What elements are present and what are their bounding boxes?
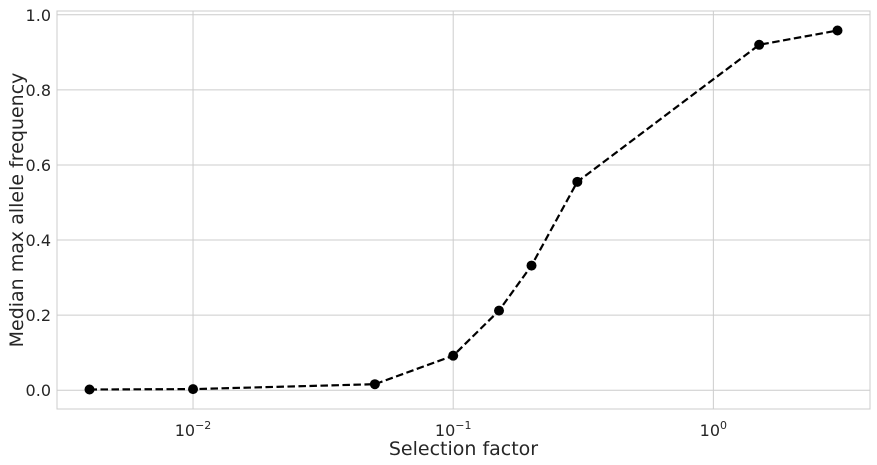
grid	[57, 11, 870, 409]
x-tick-label: 100	[700, 419, 727, 440]
x-tick-label: 10−1	[435, 419, 472, 440]
y-tick-label: 1.0	[26, 6, 51, 25]
data-point	[754, 39, 765, 50]
x-tick-labels: 10−2 10−1 100	[175, 419, 727, 440]
y-tick-label: 0.4	[26, 231, 51, 250]
data-point	[494, 305, 505, 316]
y-tick-label: 0.8	[26, 81, 51, 100]
data-point	[526, 260, 537, 271]
data-point	[448, 350, 459, 361]
data-point	[572, 176, 583, 187]
data-point	[369, 379, 380, 390]
y-tick-label: 0.6	[26, 156, 51, 175]
y-tick-labels: 0.0 0.2 0.4 0.6 0.8 1.0	[26, 6, 51, 400]
data-point	[188, 384, 199, 395]
plot-frame	[56, 10, 871, 410]
x-axis-label: Selection factor	[389, 438, 538, 460]
data-point	[832, 25, 843, 36]
y-axis-label: Median max allele frequency	[6, 73, 28, 348]
series-layer	[84, 25, 843, 395]
data-point	[84, 384, 95, 395]
y-tick-label: 0.0	[26, 381, 51, 400]
x-tick-label: 10−2	[175, 419, 212, 440]
series-line	[89, 29, 838, 391]
y-tick-label: 0.2	[26, 306, 51, 325]
